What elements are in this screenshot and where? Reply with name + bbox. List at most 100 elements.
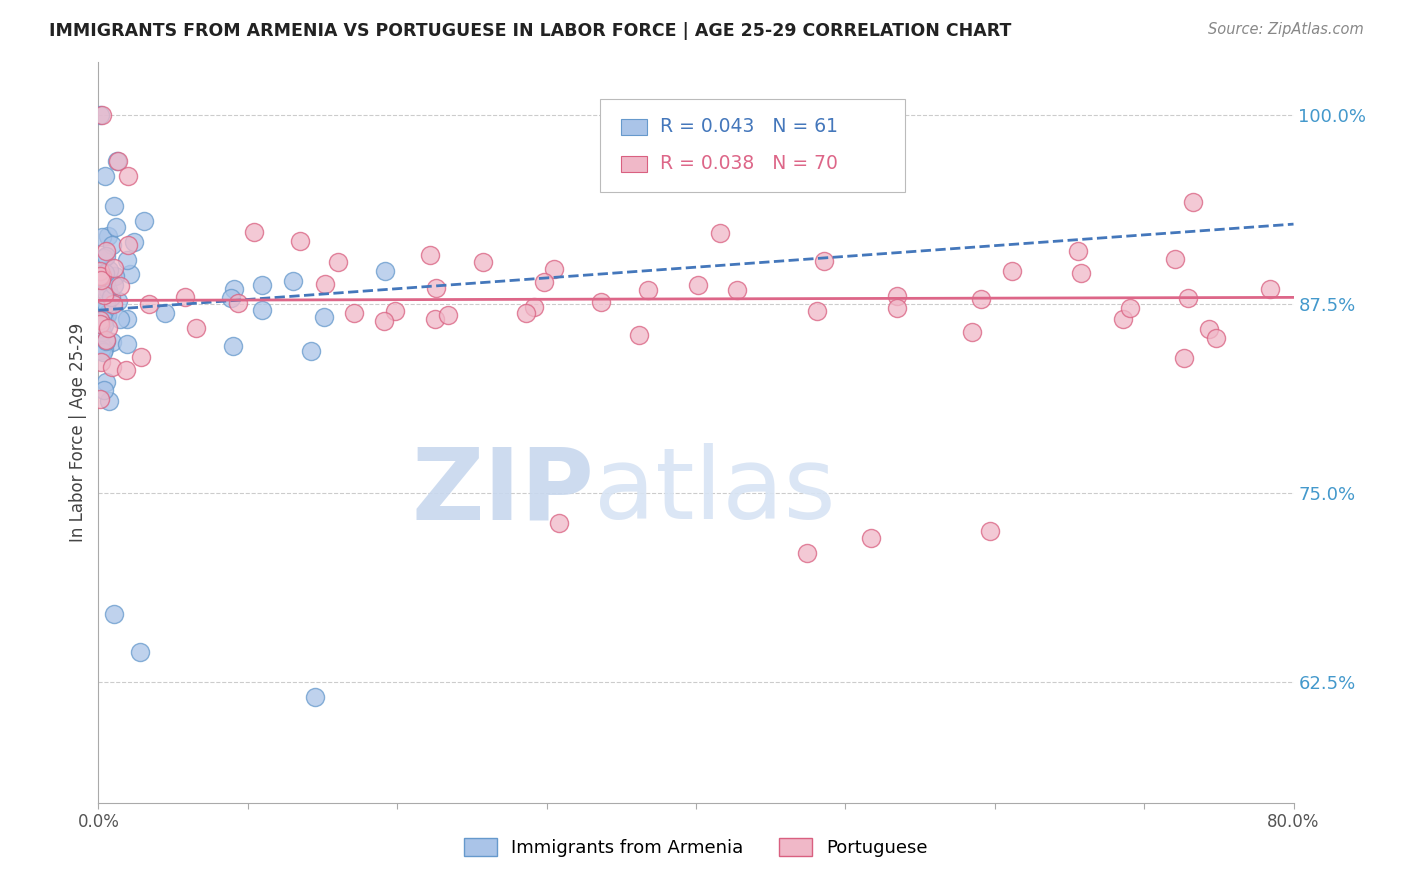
Point	[1119, 301, 1142, 315]
Point	[1198, 321, 1220, 335]
Text: R = 0.038   N = 70: R = 0.038 N = 70	[661, 154, 838, 173]
Text: atlas: atlas	[595, 443, 837, 541]
Point	[1067, 244, 1090, 258]
Point	[725, 283, 748, 297]
Point	[115, 253, 138, 268]
Text: ZIP: ZIP	[412, 443, 595, 541]
Point	[89, 313, 111, 327]
Point	[886, 289, 908, 303]
Point	[93, 383, 115, 397]
Point	[250, 278, 273, 293]
Point	[94, 249, 117, 263]
Point	[138, 297, 160, 311]
Point	[89, 318, 111, 332]
Point	[93, 342, 115, 356]
Y-axis label: In Labor Force | Age 25-29: In Labor Force | Age 25-29	[69, 323, 87, 542]
Point	[114, 363, 136, 377]
Point	[515, 306, 537, 320]
Point	[979, 524, 1001, 538]
Text: Source: ZipAtlas.com: Source: ZipAtlas.com	[1208, 22, 1364, 37]
Point	[93, 318, 115, 332]
Point	[91, 229, 114, 244]
Point	[186, 321, 208, 335]
Point	[326, 255, 349, 269]
Point	[250, 302, 273, 317]
Point	[91, 325, 114, 339]
Point	[104, 268, 127, 283]
Point	[91, 271, 114, 285]
Point	[970, 292, 993, 306]
Point	[960, 326, 983, 340]
Point	[97, 283, 120, 297]
Point	[94, 334, 117, 349]
Point	[90, 354, 112, 368]
Point	[1182, 194, 1205, 209]
Point	[97, 229, 120, 244]
Point	[90, 279, 112, 293]
Point	[101, 296, 124, 310]
Point	[91, 345, 114, 359]
Text: IMMIGRANTS FROM ARMENIA VS PORTUGUESE IN LABOR FORCE | AGE 25-29 CORRELATION CHA: IMMIGRANTS FROM ARMENIA VS PORTUGUESE IN…	[49, 22, 1011, 40]
Point	[153, 306, 176, 320]
Point	[373, 313, 395, 327]
Point	[806, 303, 828, 318]
Point	[174, 290, 197, 304]
Point	[425, 281, 447, 295]
Point	[1111, 312, 1133, 326]
Point	[129, 350, 152, 364]
Point	[425, 312, 447, 326]
Point	[437, 308, 460, 322]
Point	[128, 645, 150, 659]
Point	[523, 300, 546, 314]
Point	[548, 516, 571, 531]
Point	[107, 294, 129, 309]
Point	[115, 337, 138, 351]
Point	[89, 269, 111, 284]
Point	[93, 251, 115, 265]
Point	[103, 260, 125, 275]
Point	[122, 235, 145, 249]
Point	[115, 312, 138, 326]
Point	[97, 321, 120, 335]
Point	[589, 295, 612, 310]
Point	[89, 392, 111, 406]
Point	[89, 264, 111, 278]
Point	[94, 375, 117, 389]
Point	[93, 288, 115, 302]
Point	[419, 248, 441, 262]
Point	[813, 253, 835, 268]
Point	[96, 302, 118, 317]
FancyBboxPatch shape	[620, 119, 647, 135]
Point	[627, 327, 650, 342]
Point	[859, 532, 882, 546]
Point	[224, 282, 246, 296]
Point	[90, 268, 112, 283]
Point	[471, 255, 494, 269]
Point	[374, 264, 396, 278]
Point	[117, 169, 139, 183]
Point	[637, 283, 659, 297]
Point	[299, 344, 322, 359]
Legend: Immigrants from Armenia, Portuguese: Immigrants from Armenia, Portuguese	[457, 830, 935, 864]
Point	[709, 227, 731, 241]
Point	[1001, 264, 1024, 278]
Point	[219, 291, 242, 305]
Point	[132, 214, 155, 228]
Point	[100, 290, 122, 304]
Point	[108, 279, 131, 293]
Point	[96, 276, 118, 290]
Point	[89, 268, 111, 283]
Point	[96, 307, 118, 321]
Point	[312, 310, 335, 325]
Point	[98, 394, 121, 409]
Point	[90, 343, 112, 357]
Point	[1258, 282, 1281, 296]
Point	[89, 321, 111, 335]
Point	[343, 306, 366, 320]
Point	[90, 273, 112, 287]
FancyBboxPatch shape	[600, 99, 905, 192]
Point	[533, 275, 555, 289]
Point	[94, 297, 117, 311]
Point	[1205, 330, 1227, 344]
Point	[120, 267, 142, 281]
